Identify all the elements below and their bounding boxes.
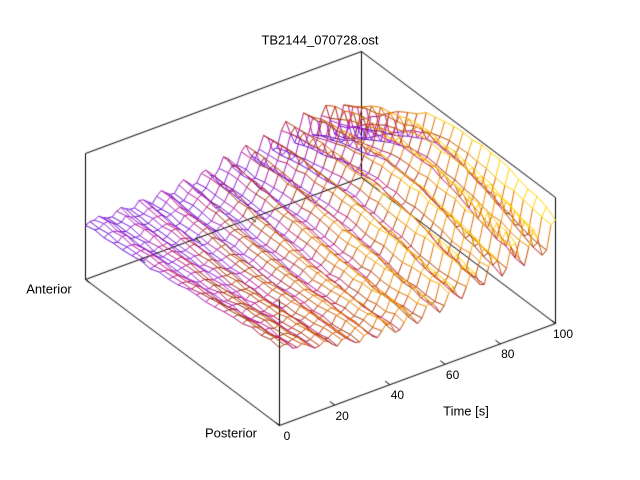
time-tick-label: 0 [283, 429, 291, 443]
anterior-axis-label: Anterior [26, 281, 72, 297]
time-tick-label: 100 [552, 327, 574, 341]
plot-title: TB2144_070728.ost [261, 32, 379, 48]
time-axis-label: Time [s] [443, 403, 489, 419]
time-tick-label: 60 [445, 367, 460, 382]
time-tick-label: 80 [501, 347, 515, 362]
time-tick-label: 40 [390, 388, 405, 403]
posterior-axis-label: Posterior [204, 425, 258, 441]
time-tick-label: 20 [335, 408, 349, 423]
